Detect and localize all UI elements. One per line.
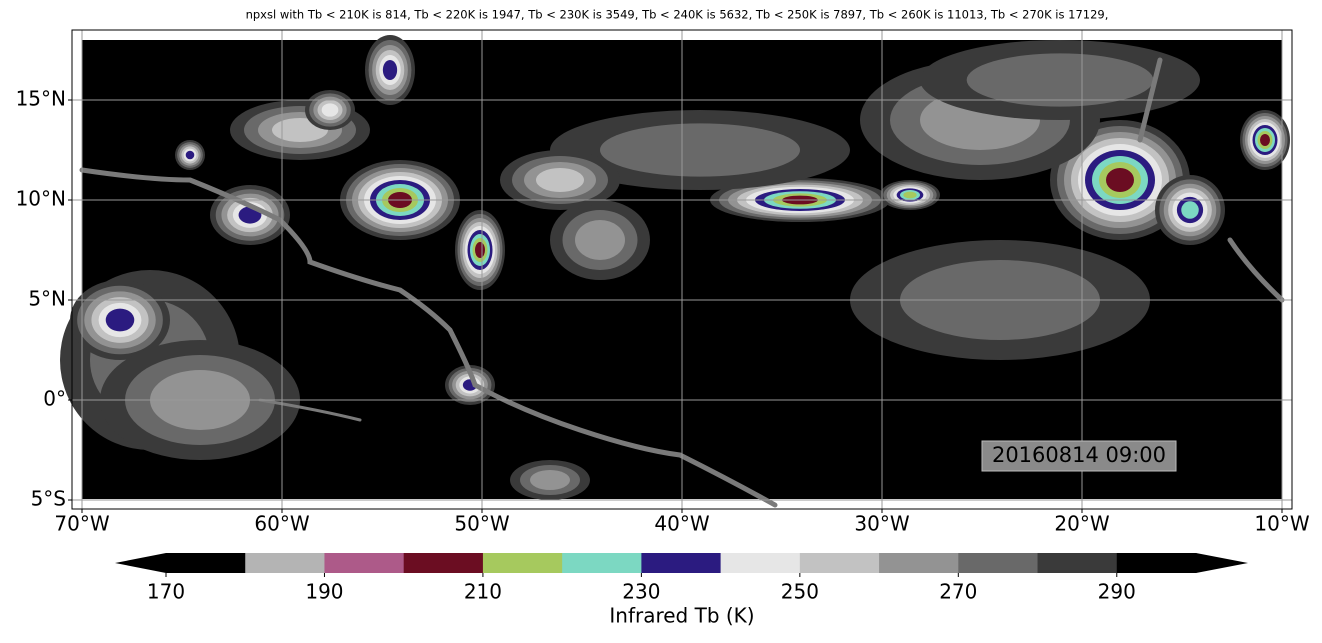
y-tick-label: 15°N (16, 87, 66, 111)
cloud-contour (1260, 134, 1270, 146)
colorbar-segment (799, 553, 880, 573)
cloud-contour (185, 150, 195, 160)
colorbar-segment (1116, 553, 1197, 573)
title: npxsl with Tb < 210K is 814, Tb < 220K i… (246, 8, 1109, 22)
cloud-contour (903, 191, 917, 199)
colorbar-segment (166, 553, 246, 573)
colorbar-segment (562, 553, 642, 573)
colorbar-segment (958, 553, 1039, 573)
colorbar-segment (245, 553, 325, 573)
timestamp: 20160814 09:00 (992, 443, 1166, 467)
cloud-contour (382, 60, 398, 80)
plot-frame (71, 29, 1293, 510)
cloud-contour (105, 308, 135, 332)
cloud-contour (530, 470, 570, 490)
colorbar-tick-label: 190 (305, 580, 343, 604)
cloud-contour (600, 123, 800, 177)
x-tick-label: 40°W (654, 512, 709, 536)
cloud-contour (1181, 201, 1199, 219)
x-tick-label: 50°W (454, 512, 509, 536)
x-tick-label: 20°W (1054, 512, 1109, 536)
x-tick-label: 10°W (1254, 512, 1309, 536)
cloud-contour (536, 168, 584, 192)
cloud-contour (321, 103, 339, 117)
colorbar-segment (482, 553, 563, 573)
colorbar-segment (1037, 553, 1118, 573)
x-tick-label: 60°W (254, 512, 309, 536)
colorbar-tick-label: 250 (781, 580, 819, 604)
cloud-contour (966, 53, 1154, 107)
colorbar-label: Infrared Tb (K) (609, 604, 754, 628)
x-tick-label: 30°W (854, 512, 909, 536)
colorbar-tick-label: 230 (622, 580, 660, 604)
colorbar-tick-label: 270 (939, 580, 977, 604)
colorbar-tick-label: 170 (147, 580, 185, 604)
colorbar-tick-label: 210 (464, 580, 502, 604)
colorbar-segment (879, 553, 959, 573)
y-tick-label: 10°N (16, 187, 66, 211)
colorbar-extend-min (115, 553, 166, 573)
colorbar-segment (324, 553, 405, 573)
cloud-contour (475, 242, 485, 258)
cloud-contour (1106, 168, 1134, 192)
colorbar-segment (403, 553, 484, 573)
y-tick-label: 0° (43, 387, 66, 411)
cloud-contour (575, 220, 625, 260)
colorbar-segment (720, 553, 801, 573)
y-tick-label: 5°N (28, 287, 66, 311)
colorbar-extend-max (1196, 553, 1248, 573)
y-tick-label: 5°S (31, 487, 66, 511)
timestamp-box (981, 440, 1177, 472)
colorbar-segment (641, 553, 722, 573)
colorbar-tick-label: 290 (1098, 580, 1136, 604)
x-tick-label: 70°W (54, 512, 109, 536)
